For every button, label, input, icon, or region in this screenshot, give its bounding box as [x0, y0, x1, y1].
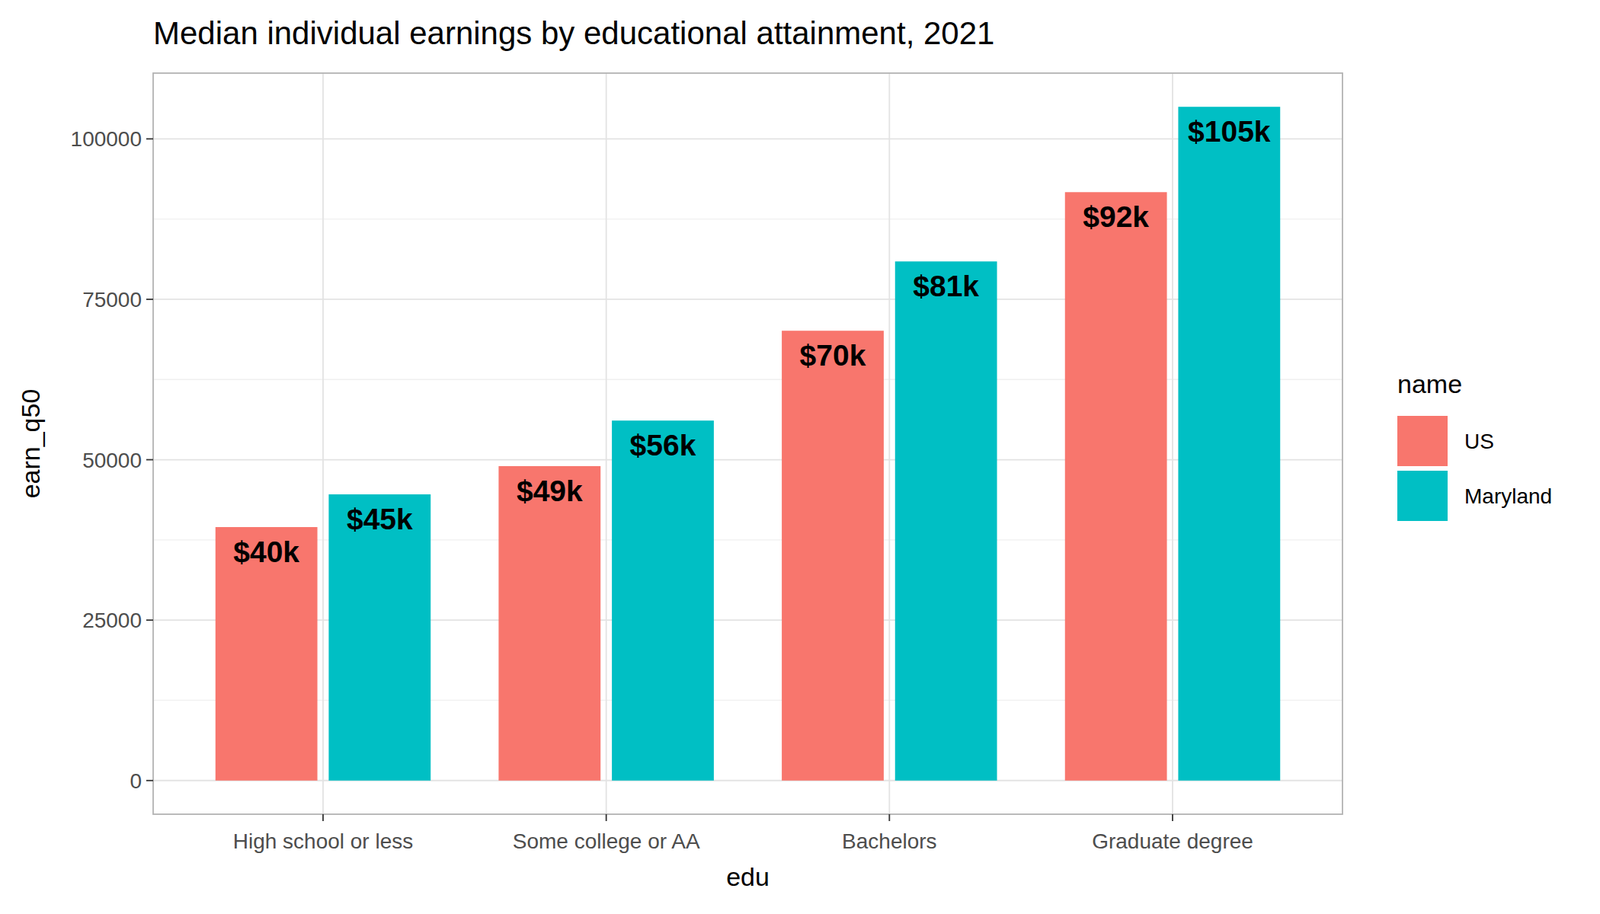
x-axis-title: edu — [726, 862, 770, 892]
y-tick — [146, 137, 154, 140]
grid — [153, 73, 1343, 815]
x-tick-label: Graduate degree — [1091, 829, 1254, 854]
legend-label: US — [1464, 429, 1495, 454]
x-grid-line — [605, 73, 608, 815]
bars — [215, 106, 1280, 781]
bar — [781, 330, 884, 781]
legend-key — [1397, 470, 1448, 522]
bar — [215, 527, 318, 781]
x-tick-label: High school or less — [233, 829, 414, 854]
legend-title: name — [1397, 369, 1463, 399]
y-tick — [146, 619, 154, 621]
bar — [895, 261, 998, 781]
legend-key — [1397, 416, 1448, 467]
x-grid-line — [888, 73, 890, 815]
data-label: $49k — [516, 474, 583, 508]
data-label: $70k — [800, 339, 867, 372]
y-tick-label: 50000 — [82, 448, 142, 473]
background — [0, 0, 1600, 914]
bar — [328, 494, 431, 781]
axes: 0 25000 50000 75000 100000 High school or les… — [70, 127, 1254, 854]
y-tick-label: 0 — [129, 769, 142, 794]
data-label: $45k — [346, 502, 413, 536]
data-label: $56k — [630, 428, 697, 462]
x-grid-line — [322, 73, 324, 815]
y-tick — [146, 780, 154, 782]
grid-line — [153, 137, 1343, 140]
x-tick — [605, 814, 608, 822]
x-tick — [322, 814, 324, 822]
data-label: $92k — [1082, 200, 1149, 234]
bar — [1065, 192, 1168, 781]
x-tick-label: Bachelors — [841, 829, 938, 854]
y-tick-label: 25000 — [82, 608, 142, 633]
title: Median individual earnings by educationa… — [153, 15, 995, 52]
y-axis-title: earn_q50 — [16, 389, 45, 500]
bar — [611, 420, 714, 781]
chart: $40k $49k $70k $92k $45k $56k $81k $105k 0 25000 5… — [0, 0, 1600, 914]
data-labels: $40k $49k $70k $92k $45k $56k $81k $105k — [233, 115, 1271, 569]
x-grid-line — [1171, 73, 1174, 815]
x-tick — [1171, 814, 1174, 822]
plot-frame — [153, 73, 1343, 815]
data-label: $40k — [233, 535, 300, 569]
data-label: $105k — [1187, 115, 1271, 148]
bar — [1177, 106, 1280, 781]
y-tick — [146, 298, 154, 301]
data-label: $81k — [912, 269, 980, 303]
bar — [498, 466, 601, 781]
y-tick-label: 100000 — [70, 127, 142, 151]
y-tick — [146, 459, 154, 461]
legend: name US Maryland — [1397, 369, 1552, 522]
y-tick-label: 75000 — [82, 288, 142, 312]
x-tick-label: Some college or AA — [512, 829, 701, 854]
legend-label: Maryland — [1464, 484, 1552, 509]
x-tick — [888, 814, 890, 822]
